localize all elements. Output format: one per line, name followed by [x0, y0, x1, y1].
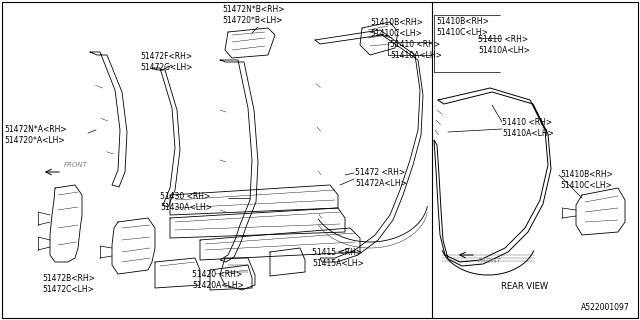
Text: 51472F<RH>
51472G<LH>: 51472F<RH> 51472G<LH> [140, 52, 193, 72]
Text: 51420 <RH>
51420A<LH>: 51420 <RH> 51420A<LH> [192, 270, 244, 290]
Text: 51410 <RH>
51410A<LH>: 51410 <RH> 51410A<LH> [390, 40, 442, 60]
Text: 51415 <RH>
51415A<LH>: 51415 <RH> 51415A<LH> [312, 248, 364, 268]
Text: A522001097: A522001097 [581, 303, 630, 312]
Text: FRONT: FRONT [478, 258, 502, 264]
Text: 51430 <RH>
51430A<LH>: 51430 <RH> 51430A<LH> [160, 192, 212, 212]
Text: 51472B<RH>
51472C<LH>: 51472B<RH> 51472C<LH> [42, 274, 95, 294]
Text: 51410B<RH>
51410C<LH>: 51410B<RH> 51410C<LH> [370, 18, 423, 38]
Text: 51472 <RH>
51472A<LH>: 51472 <RH> 51472A<LH> [355, 168, 407, 188]
Text: REAR VIEW: REAR VIEW [501, 282, 548, 291]
Text: 51410 <RH>
51410A<LH>: 51410 <RH> 51410A<LH> [478, 35, 530, 55]
Text: 51410B<RH>
51410C<LH>: 51410B<RH> 51410C<LH> [436, 17, 489, 37]
Text: 51410B<RH>
51410C<LH>: 51410B<RH> 51410C<LH> [560, 170, 613, 190]
Text: 51472N*B<RH>
514720*B<LH>: 51472N*B<RH> 514720*B<LH> [222, 5, 285, 25]
Text: 51472N*A<RH>
514720*A<LH>: 51472N*A<RH> 514720*A<LH> [4, 125, 67, 145]
Text: 51410 <RH>
51410A<LH>: 51410 <RH> 51410A<LH> [502, 118, 554, 138]
Text: FRONT: FRONT [64, 162, 88, 168]
